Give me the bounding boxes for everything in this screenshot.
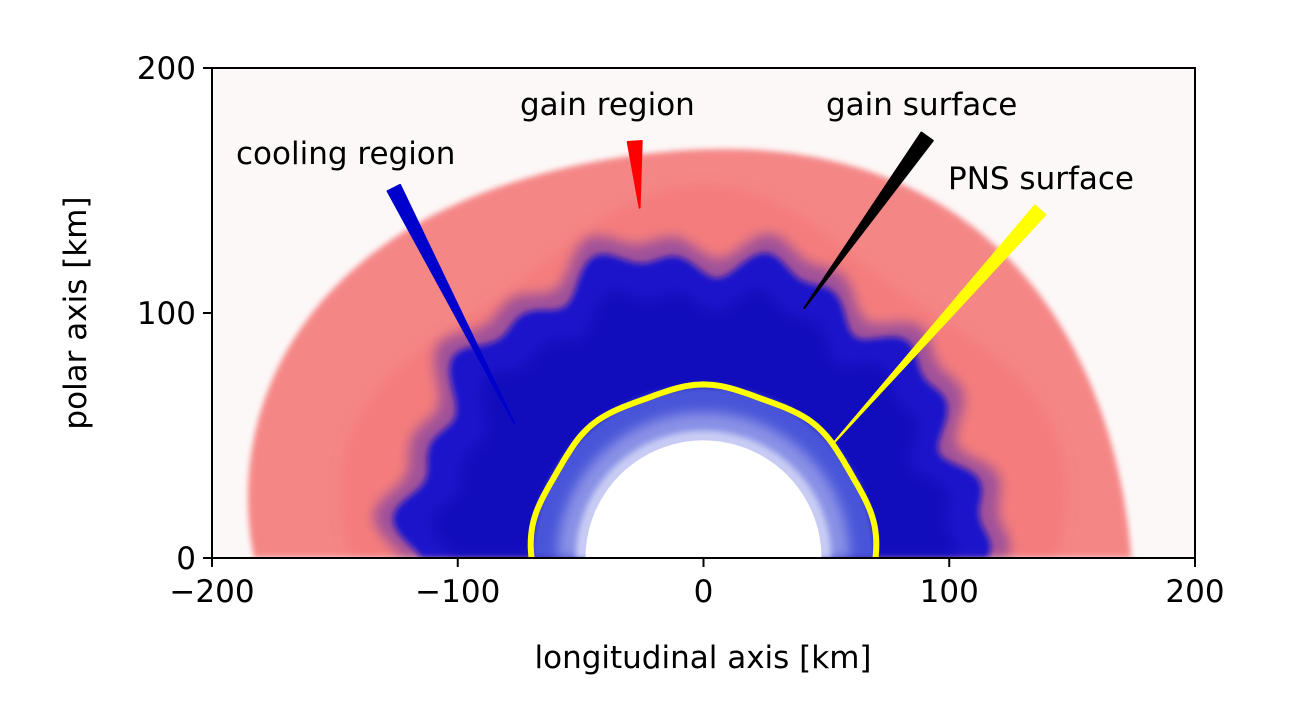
y-tick-label: 100 — [137, 296, 196, 332]
x-tick-label: 200 — [1165, 574, 1224, 610]
pns-core — [585, 440, 822, 558]
arrow-gain-surface — [803, 131, 934, 310]
x-axis-ticks: −200 −100 0 100 200 — [169, 558, 1225, 610]
annotation-pns-surface: PNS surface — [948, 161, 1134, 197]
y-axis-label: polar axis [km] — [58, 196, 94, 429]
y-tick-label: 0 — [176, 541, 196, 577]
arrow-cooling — [386, 183, 516, 425]
x-tick-label: 0 — [694, 574, 714, 610]
x-tick-label: −100 — [415, 574, 500, 610]
y-axis-ticks: 0 100 200 — [137, 51, 212, 577]
x-axis-label: longitudinal axis [km] — [534, 640, 871, 676]
arrow-gain — [626, 140, 643, 209]
heatmap-field — [248, 149, 1132, 558]
y-tick-label: 200 — [137, 51, 196, 87]
annotation-cooling-region: cooling region — [236, 136, 455, 172]
annotation-arrows — [386, 131, 1047, 444]
annotation-gain-surface: gain surface — [826, 87, 1017, 123]
annotation-gain-region: gain region — [520, 87, 695, 123]
arrow-pns-surface — [832, 204, 1047, 444]
x-tick-label: 100 — [920, 574, 979, 610]
pns-surface-curve — [527, 381, 880, 558]
x-tick-label: −200 — [169, 574, 254, 610]
